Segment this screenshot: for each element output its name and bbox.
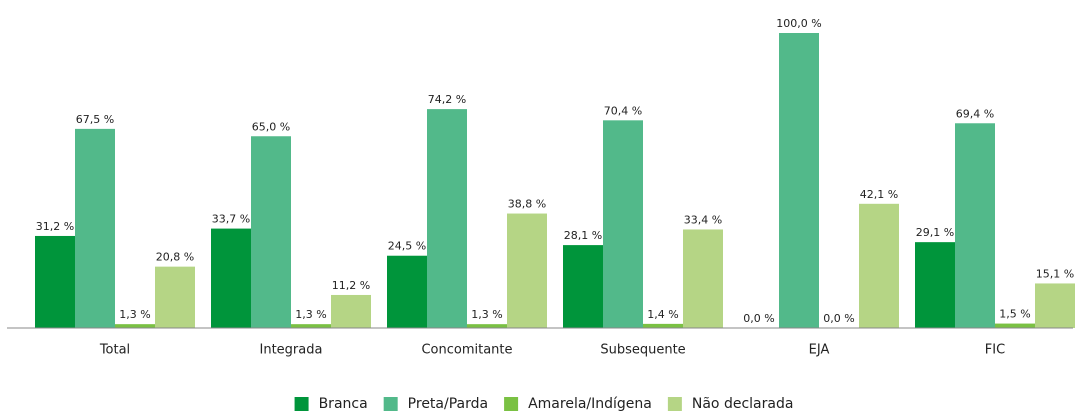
value-label: 33,4 %	[684, 213, 722, 226]
legend-label: Amarela/Indígena	[528, 396, 652, 412]
bar	[683, 229, 723, 328]
value-label: 1,3 %	[295, 308, 326, 321]
x-tick-label: Total	[99, 343, 130, 358]
value-label: 20,8 %	[156, 251, 194, 264]
x-tick-label: Concomitante	[421, 343, 512, 358]
bar	[251, 136, 291, 328]
legend-swatch	[667, 397, 682, 411]
value-label: 74,2 %	[428, 93, 466, 106]
x-tick-label: EJA	[809, 343, 830, 358]
bar	[387, 255, 427, 328]
bar	[563, 245, 603, 328]
value-label: 69,4 %	[956, 107, 994, 120]
value-label: 100,0 %	[776, 17, 821, 30]
bar	[291, 324, 331, 328]
value-label: 42,1 %	[860, 188, 898, 201]
value-label: 29,1 %	[916, 226, 954, 239]
value-label: 0,0 %	[823, 312, 854, 325]
bar	[507, 213, 547, 328]
bar	[35, 235, 75, 328]
legend-label: Preta/Parda	[408, 396, 488, 412]
x-tick-label: Integrada	[260, 343, 323, 358]
bar	[955, 123, 995, 329]
legend-swatch	[383, 397, 398, 411]
value-label: 1,3 %	[119, 308, 150, 321]
bar	[995, 323, 1035, 328]
bar	[467, 324, 507, 328]
value-label: 31,2 %	[36, 220, 74, 233]
value-label: 67,5 %	[76, 113, 114, 126]
bar	[1035, 283, 1075, 328]
value-label: 28,1 %	[564, 229, 602, 242]
bar	[859, 203, 899, 328]
x-tick-label: Subsequente	[600, 343, 685, 358]
bar	[115, 324, 155, 328]
legend-label: Branca	[319, 396, 368, 412]
legend-swatch	[504, 397, 519, 411]
bar	[779, 33, 819, 328]
legend-swatch	[294, 397, 309, 411]
bar	[915, 242, 955, 328]
x-tick-label: FIC	[985, 343, 1005, 358]
value-label: 1,3 %	[471, 308, 502, 321]
bar	[603, 120, 643, 328]
bar	[211, 228, 251, 328]
value-label: 33,7 %	[212, 213, 250, 226]
value-label: 24,5 %	[388, 240, 426, 253]
value-label: 0,0 %	[743, 312, 774, 325]
bar	[75, 128, 115, 328]
value-label: 11,2 %	[332, 279, 370, 292]
bar	[643, 323, 683, 328]
bar	[155, 266, 195, 328]
value-label: 1,4 %	[647, 308, 678, 321]
bar	[427, 109, 467, 328]
value-label: 70,4 %	[604, 104, 642, 117]
value-label: 65,0 %	[252, 120, 290, 133]
legend-label: Não declarada	[692, 396, 794, 412]
value-label: 38,8 %	[508, 198, 546, 211]
value-label: 15,1 %	[1036, 267, 1074, 280]
bar	[331, 294, 371, 328]
value-label: 1,5 %	[999, 308, 1030, 321]
